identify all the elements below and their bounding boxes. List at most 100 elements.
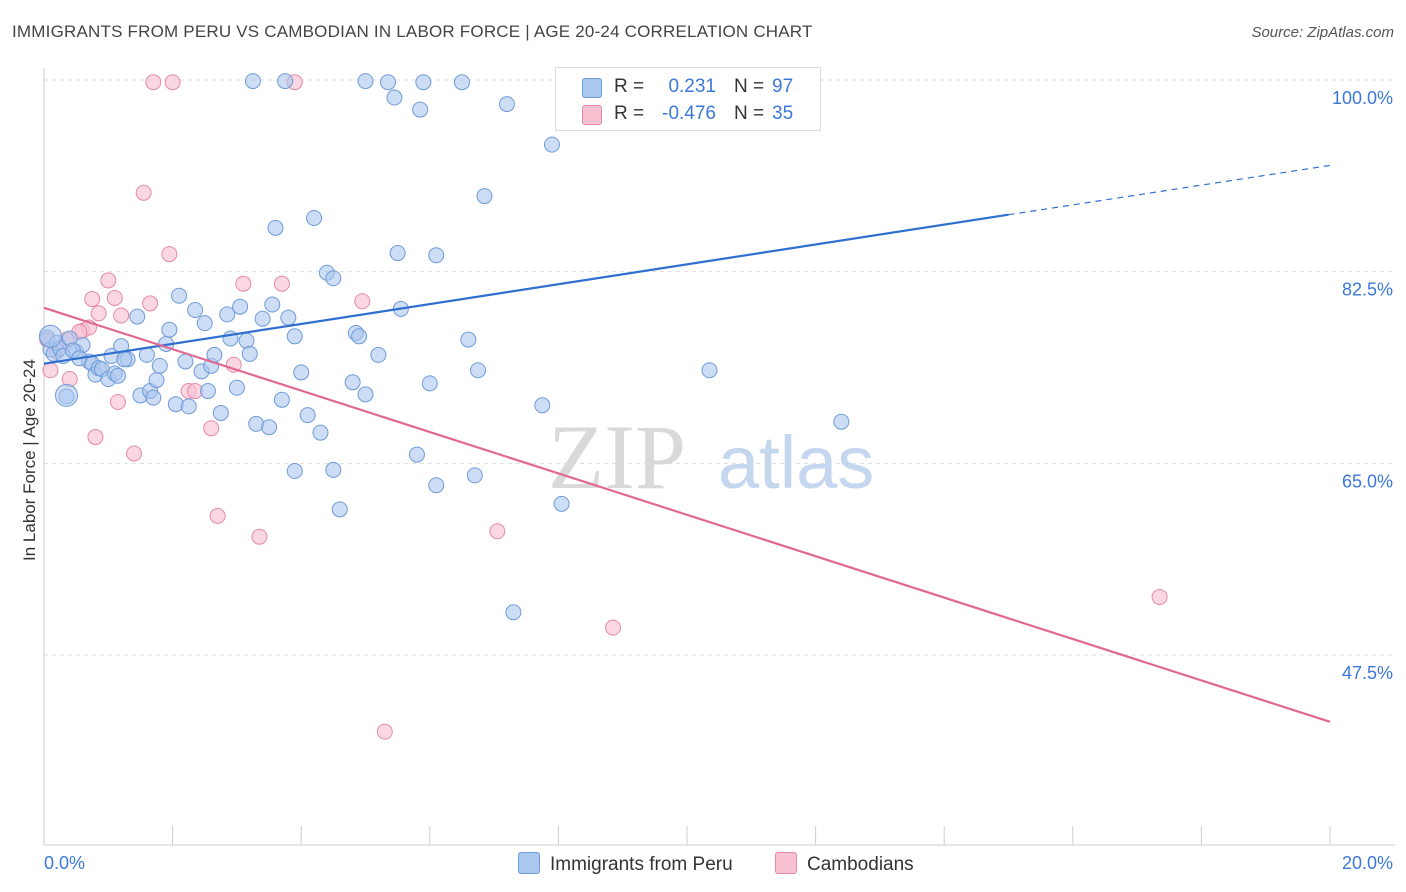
peru-point	[254, 310, 271, 327]
peru-point	[357, 73, 374, 90]
cambodians-point	[161, 246, 178, 263]
peru-point	[370, 346, 387, 363]
peru-point	[180, 398, 197, 415]
cambodians-point	[354, 293, 371, 310]
peru-point	[331, 501, 348, 518]
bottom-legend-cambodians: Cambodians	[775, 852, 914, 876]
peru-point	[244, 73, 261, 90]
cambodians-point	[90, 305, 107, 322]
peru-point	[145, 389, 162, 406]
stats-legend: R = 0.231 N = 97 R = -0.476 N = 35	[555, 67, 821, 131]
peru-point	[534, 397, 551, 414]
peru-point	[148, 372, 165, 389]
peru-point	[187, 302, 204, 318]
peru-point	[386, 89, 403, 106]
bottom-legend-swatch-peru	[518, 852, 540, 874]
peru-trend-extension	[1008, 164, 1331, 216]
peru-point	[196, 315, 213, 332]
axes	[43, 68, 1395, 846]
peru-point	[273, 391, 290, 408]
peru-point	[312, 424, 329, 441]
cambodians-point	[489, 523, 506, 540]
peru-point	[408, 446, 425, 463]
peru-point	[241, 345, 258, 362]
chart-title: IMMIGRANTS FROM PERU VS CAMBODIAN IN LAB…	[12, 22, 813, 41]
peru-point	[701, 362, 718, 379]
peru-point	[344, 374, 361, 391]
peru-point	[470, 362, 487, 379]
legend-r-label: R =	[614, 76, 645, 97]
cambodians-point	[142, 295, 159, 312]
cambodians-point	[109, 394, 126, 410]
legend-n-value: 35	[772, 103, 794, 124]
peru-point	[293, 364, 310, 381]
y-axis-label: In Labor Force | Age 20-24	[20, 359, 39, 561]
bottom-legend-label-peru: Immigrants from Peru	[550, 854, 733, 875]
y-tick-label: 47.5%	[1342, 663, 1393, 683]
cambodians-point	[251, 528, 268, 545]
cambodians-point	[106, 289, 123, 306]
cambodians-point	[113, 307, 130, 324]
cambodians-point	[126, 445, 143, 462]
cambodians-point	[42, 362, 59, 379]
peru-point	[177, 353, 194, 370]
peru-point	[428, 477, 445, 494]
peru-point	[412, 101, 429, 118]
legend-r-value: -0.476	[662, 103, 716, 124]
legend-n-label: N =	[734, 103, 765, 124]
cambodians-point	[135, 184, 152, 201]
y-tick-label: 65.0%	[1342, 471, 1393, 491]
peru-point	[280, 309, 297, 326]
peru-point	[466, 467, 483, 484]
peru-point	[212, 404, 229, 421]
tick-labels: 47.5% 65.0% 82.5% 100.0% 0.0% 20.0%	[44, 88, 1393, 873]
cambodians-point	[203, 420, 220, 437]
cambodians-point	[273, 275, 290, 292]
peru-point-large	[38, 324, 62, 348]
peru-point	[228, 379, 245, 396]
peru-point	[415, 74, 432, 91]
legend-swatch-peru	[582, 78, 602, 98]
peru-point	[306, 210, 323, 226]
cambodians-point	[87, 429, 104, 446]
peru-trend-line	[43, 213, 1009, 365]
cambodians-point	[235, 275, 252, 292]
peru-point	[129, 308, 146, 325]
peru-point	[232, 298, 249, 315]
peru-point	[833, 413, 850, 430]
peru-point	[286, 463, 303, 479]
cambodians-point	[84, 291, 101, 308]
peru-point	[238, 332, 255, 349]
x-tick-label: 0.0%	[44, 853, 85, 873]
peru-points	[38, 73, 850, 621]
peru-point	[553, 495, 570, 512]
peru-point	[286, 328, 303, 345]
peru-point	[453, 74, 470, 91]
peru-point	[325, 270, 342, 287]
watermark-zip: ZIP	[548, 406, 686, 508]
peru-point	[219, 306, 236, 323]
legend-r-value: 0.231	[668, 76, 716, 97]
peru-point	[351, 328, 368, 345]
grid-lines	[44, 79, 1395, 656]
cambodians-point	[1151, 588, 1168, 605]
trend-lines	[43, 164, 1331, 723]
cambodians-trend-line	[43, 306, 1331, 723]
cambodians-point	[376, 723, 393, 740]
peru-point	[543, 136, 560, 153]
legend-swatch-cambodians	[582, 105, 602, 125]
y-tick-label: 100.0%	[1332, 88, 1393, 108]
cambodians-point	[145, 74, 162, 91]
watermark-atlas: atlas	[718, 421, 874, 504]
legend-n-label: N =	[734, 76, 765, 97]
peru-point	[389, 245, 406, 262]
peru-point	[161, 321, 178, 338]
peru-point	[109, 367, 126, 384]
peru-point	[357, 386, 374, 403]
peru-point	[505, 604, 522, 621]
peru-point	[116, 351, 133, 368]
cambodians-point	[605, 619, 622, 636]
peru-point	[428, 247, 445, 264]
peru-point	[421, 375, 438, 392]
